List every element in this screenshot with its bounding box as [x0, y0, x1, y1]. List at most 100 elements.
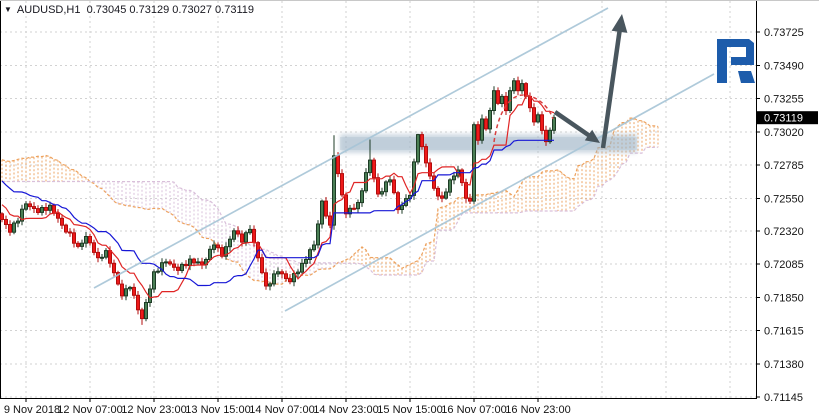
candle [44, 207, 48, 211]
candle [0, 213, 4, 221]
candle [36, 208, 40, 214]
candle [60, 217, 64, 226]
candle [84, 236, 88, 244]
candle [252, 228, 256, 244]
kijun-sen-line [1, 139, 554, 287]
rounding-top-arc [493, 94, 554, 143]
candle [172, 263, 176, 268]
channel-line-upper [93, 7, 609, 289]
grid-layer [0, 1, 756, 398]
candle [24, 203, 28, 210]
price-tick-label: 0.72320 [764, 226, 804, 238]
candle [128, 286, 132, 290]
candle [336, 155, 340, 175]
candle [540, 114, 544, 131]
candle [72, 232, 76, 244]
candle [496, 90, 500, 104]
time-tick-label: 12 Nov 23:00 [121, 404, 186, 416]
candle [360, 190, 364, 204]
candle [216, 244, 220, 249]
candle [196, 261, 200, 264]
candle [208, 248, 212, 261]
candle [120, 283, 124, 297]
candle [76, 242, 80, 247]
candle [468, 197, 472, 202]
candle [532, 107, 536, 123]
candle [520, 83, 524, 92]
candle [124, 288, 128, 297]
candle [292, 273, 296, 283]
candle [28, 203, 32, 208]
candle [200, 261, 204, 266]
candle [300, 262, 304, 273]
candle [92, 242, 96, 253]
candle [516, 80, 520, 92]
resistance-zone-core [340, 137, 637, 150]
candle [112, 262, 116, 274]
candle [332, 155, 336, 226]
symbol-dropdown-icon[interactable]: ▼ [4, 5, 12, 14]
candle [236, 230, 240, 235]
candle [440, 195, 444, 199]
candle [232, 230, 236, 240]
candle [320, 200, 324, 225]
price-axis[interactable]: 0.73725 0.73490 0.73255 0.73020 0.72785 0.725… [756, 1, 818, 404]
candle [356, 202, 360, 210]
candle [552, 117, 556, 131]
candle [176, 266, 180, 271]
candle [424, 146, 428, 164]
candle [152, 271, 156, 290]
candle [284, 273, 288, 280]
candle [32, 206, 36, 210]
pointer-arrow-down [553, 110, 600, 143]
candle [276, 271, 280, 275]
candle [264, 272, 268, 287]
candle [64, 224, 68, 233]
candle [500, 95, 504, 105]
candle [548, 129, 552, 143]
candle [504, 95, 508, 112]
price-tick-label: 0.71380 [764, 359, 804, 371]
candle [160, 262, 164, 272]
candle [444, 191, 448, 199]
candle [432, 175, 436, 189]
candle [412, 161, 416, 196]
candle [492, 90, 496, 111]
candle [244, 232, 248, 243]
time-tick-label: 9 Nov 2018 [4, 404, 60, 416]
candle [428, 162, 432, 177]
candle [88, 236, 92, 244]
candle [352, 207, 356, 210]
price-tick-label: 0.72550 [764, 193, 804, 205]
candle [140, 309, 144, 320]
price-tick-label: 0.72085 [764, 259, 804, 271]
price-tick-label: 0.72785 [764, 160, 804, 172]
candle [80, 242, 84, 247]
candle [420, 134, 424, 148]
candle [116, 272, 120, 285]
candle [12, 222, 16, 233]
time-tick-label: 13 Nov 15:00 [185, 404, 250, 416]
candle [132, 286, 136, 296]
candle [96, 251, 100, 259]
candle [308, 249, 312, 260]
candle [384, 181, 388, 193]
roboforex-logo-icon [717, 39, 755, 83]
candle [296, 271, 300, 275]
candle [20, 208, 24, 222]
time-tick-label: 15 Nov 15:00 [377, 404, 442, 416]
candle [288, 278, 292, 283]
candle [168, 261, 172, 265]
candle [512, 80, 516, 92]
time-tick-label: 14 Nov 23:00 [313, 404, 378, 416]
candle [380, 191, 384, 195]
candle [344, 194, 348, 215]
candle [240, 233, 244, 243]
candle [56, 212, 60, 219]
time-tick-label: 12 Nov 07:00 [57, 404, 122, 416]
candle [108, 250, 112, 264]
senkou-span-a-line [1, 117, 659, 285]
